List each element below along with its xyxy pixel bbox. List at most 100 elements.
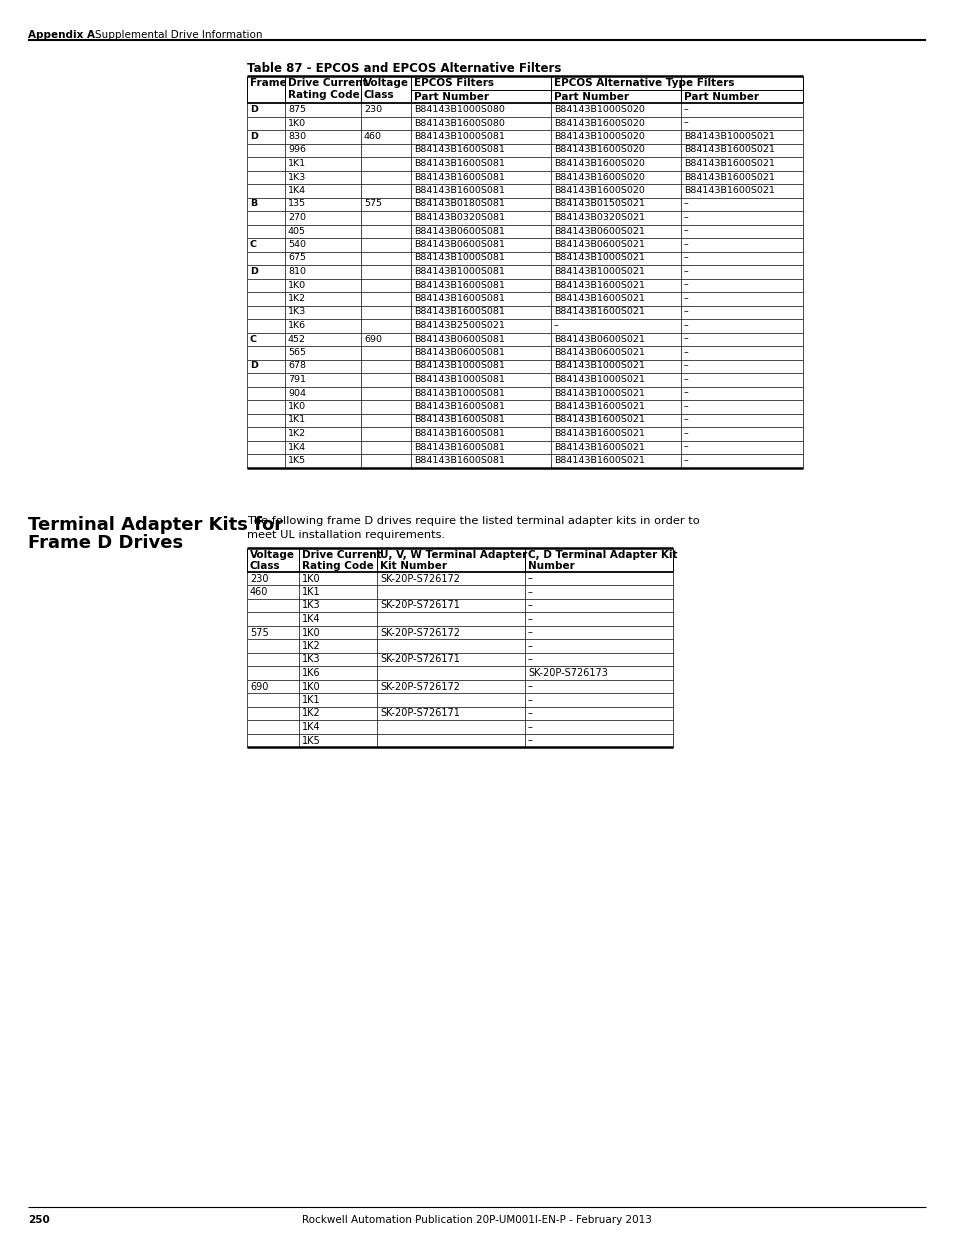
- Text: B84143B1600S021: B84143B1600S021: [554, 456, 644, 466]
- Text: 250: 250: [28, 1215, 50, 1225]
- Text: –: –: [683, 119, 688, 127]
- Text: –: –: [683, 212, 688, 222]
- Text: 565: 565: [288, 348, 306, 357]
- Text: Drive Current
Rating Code: Drive Current Rating Code: [288, 78, 367, 100]
- Text: 1K1: 1K1: [302, 695, 320, 705]
- Text: –: –: [683, 200, 688, 209]
- Text: Frame: Frame: [250, 78, 287, 88]
- Text: Table 87 - EPCOS and EPCOS Alternative Filters: Table 87 - EPCOS and EPCOS Alternative F…: [247, 62, 560, 75]
- Text: B84143B1600S081: B84143B1600S081: [414, 146, 504, 154]
- Text: B84143B1000S081: B84143B1000S081: [414, 362, 504, 370]
- Text: 791: 791: [288, 375, 306, 384]
- Text: B84143B1000S020: B84143B1000S020: [554, 132, 644, 141]
- Text: 1K0: 1K0: [302, 573, 320, 583]
- Text: B84143B1600S020: B84143B1600S020: [554, 173, 644, 182]
- Text: –: –: [527, 695, 533, 705]
- Text: 1K3: 1K3: [288, 173, 306, 182]
- Text: 1K0: 1K0: [302, 682, 320, 692]
- Text: B84143B1600S080: B84143B1600S080: [414, 119, 504, 127]
- Text: B84143B1600S020: B84143B1600S020: [554, 159, 644, 168]
- Text: B84143B1600S081: B84143B1600S081: [414, 280, 504, 289]
- Text: C: C: [250, 240, 256, 249]
- Text: B84143B0320S021: B84143B0320S021: [554, 212, 644, 222]
- Text: B84143B1000S081: B84143B1000S081: [414, 267, 504, 275]
- Text: 230: 230: [250, 573, 268, 583]
- Text: B84143B1600S081: B84143B1600S081: [414, 159, 504, 168]
- Text: EPCOS Alternative Type Filters: EPCOS Alternative Type Filters: [554, 78, 734, 88]
- Text: Voltage
Class: Voltage Class: [364, 78, 409, 100]
- Text: –: –: [527, 573, 533, 583]
- Text: –: –: [683, 362, 688, 370]
- Text: B84143B1000S081: B84143B1000S081: [414, 389, 504, 398]
- Text: 1K0: 1K0: [288, 119, 306, 127]
- Text: 540: 540: [288, 240, 306, 249]
- Text: B84143B1600S021: B84143B1600S021: [554, 294, 644, 303]
- Text: –: –: [527, 682, 533, 692]
- Text: B84143B0180S081: B84143B0180S081: [414, 200, 504, 209]
- Text: Rockwell Automation Publication 20P-UM001I-EN-P - February 2013: Rockwell Automation Publication 20P-UM00…: [302, 1215, 651, 1225]
- Text: Terminal Adapter Kits for: Terminal Adapter Kits for: [28, 515, 283, 534]
- Text: B84143B0600S021: B84143B0600S021: [554, 348, 644, 357]
- Text: B84143B1600S021: B84143B1600S021: [683, 173, 774, 182]
- Text: –: –: [683, 335, 688, 343]
- Text: B84143B1600S081: B84143B1600S081: [414, 173, 504, 182]
- Text: B84143B1600S021: B84143B1600S021: [554, 429, 644, 438]
- Text: –: –: [527, 600, 533, 610]
- Text: Supplemental Drive Information: Supplemental Drive Information: [95, 30, 262, 40]
- Text: –: –: [683, 375, 688, 384]
- Text: –: –: [683, 442, 688, 452]
- Text: B84143B1000S021: B84143B1000S021: [683, 132, 774, 141]
- Text: 1K3: 1K3: [302, 600, 320, 610]
- Text: 135: 135: [288, 200, 306, 209]
- Text: B84143B1600S081: B84143B1600S081: [414, 456, 504, 466]
- Text: –: –: [683, 294, 688, 303]
- Text: C: C: [250, 335, 256, 343]
- Text: 996: 996: [288, 146, 306, 154]
- Text: –: –: [554, 321, 558, 330]
- Text: 1K3: 1K3: [302, 655, 320, 664]
- Text: 1K1: 1K1: [302, 587, 320, 597]
- Text: 904: 904: [288, 389, 306, 398]
- Text: 1K5: 1K5: [288, 456, 306, 466]
- Text: –: –: [683, 240, 688, 249]
- Text: Part Number: Part Number: [554, 91, 628, 103]
- Text: –: –: [683, 456, 688, 466]
- Text: 1K4: 1K4: [302, 722, 320, 732]
- Text: B84143B1600S081: B84143B1600S081: [414, 415, 504, 425]
- Text: B84143B1000S021: B84143B1000S021: [554, 267, 644, 275]
- Text: B84143B1600S020: B84143B1600S020: [554, 119, 644, 127]
- Text: 1K6: 1K6: [302, 668, 320, 678]
- Text: The following frame D drives require the listed terminal adapter kits in order t: The following frame D drives require the…: [247, 515, 699, 526]
- Text: –: –: [683, 105, 688, 114]
- Text: meet UL installation requirements.: meet UL installation requirements.: [247, 530, 445, 540]
- Text: –: –: [527, 655, 533, 664]
- Text: D: D: [250, 362, 257, 370]
- Text: B84143B1600S081: B84143B1600S081: [414, 294, 504, 303]
- Text: 1K3: 1K3: [288, 308, 306, 316]
- Text: B84143B1000S081: B84143B1000S081: [414, 132, 504, 141]
- Text: B84143B1000S021: B84143B1000S021: [554, 375, 644, 384]
- Text: B84143B1600S021: B84143B1600S021: [683, 159, 774, 168]
- Text: 1K0: 1K0: [288, 403, 306, 411]
- Text: –: –: [683, 267, 688, 275]
- Text: 270: 270: [288, 212, 306, 222]
- Text: 1K4: 1K4: [288, 442, 306, 452]
- Text: 1K6: 1K6: [288, 321, 306, 330]
- Text: B84143B1000S021: B84143B1000S021: [554, 253, 644, 263]
- Text: SK-20P-S726171: SK-20P-S726171: [379, 709, 459, 719]
- Text: 1K1: 1K1: [288, 159, 306, 168]
- Text: 405: 405: [288, 226, 306, 236]
- Text: D: D: [250, 267, 257, 275]
- Text: –: –: [683, 280, 688, 289]
- Text: 230: 230: [364, 105, 382, 114]
- Text: SK-20P-S726171: SK-20P-S726171: [379, 600, 459, 610]
- Text: B84143B0600S021: B84143B0600S021: [554, 335, 644, 343]
- Text: B84143B0600S081: B84143B0600S081: [414, 240, 504, 249]
- Text: 1K2: 1K2: [288, 429, 306, 438]
- Text: 1K2: 1K2: [288, 294, 306, 303]
- Text: 1K0: 1K0: [288, 280, 306, 289]
- Text: B84143B1000S081: B84143B1000S081: [414, 375, 504, 384]
- Text: B84143B1000S020: B84143B1000S020: [554, 105, 644, 114]
- Text: –: –: [683, 253, 688, 263]
- Text: D: D: [250, 132, 257, 141]
